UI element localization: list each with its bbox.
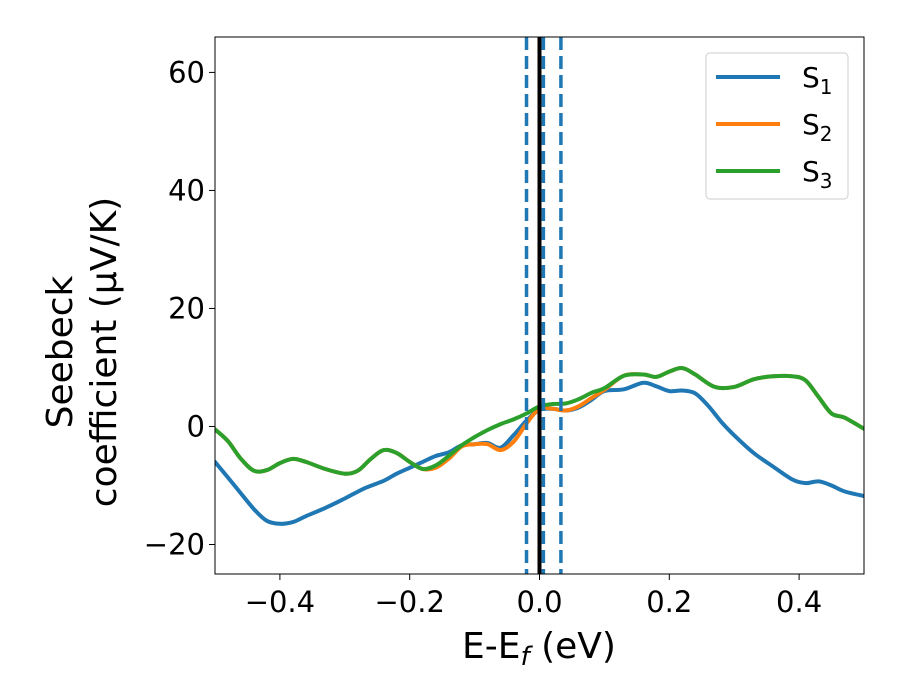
x-axis-ticks: −0.4 −0.2 0.0 0.2 0.4 (245, 574, 822, 619)
x-tick-label: 0.4 (776, 585, 822, 619)
x-tick-label: −0.4 (245, 585, 315, 619)
y-axis-label-line1: Seebeck (40, 275, 81, 428)
y-tick-label: 20 (168, 291, 205, 325)
y-axis-label: Seebeck coefficient (μV/K) (40, 197, 125, 507)
y-tick-label: 0 (187, 409, 205, 443)
y-tick-label: 40 (168, 173, 205, 207)
legend: S1 S2 S3 (705, 52, 849, 200)
legend-label-s2: S2 (802, 108, 833, 146)
y-axis-label-line2: coefficient (μV/K) (84, 197, 125, 507)
legend-label-s1: S1 (802, 61, 833, 99)
x-tick-label: 0.0 (516, 585, 562, 619)
series-line-s3 (215, 366, 864, 476)
vertical-lines-layer (524, 37, 563, 574)
x-tick-label: 0.2 (646, 585, 692, 619)
y-tick-label: 60 (168, 55, 205, 89)
x-axis-label: E-Ef (eV) (462, 626, 616, 672)
legend-label-s3: S3 (802, 155, 833, 193)
x-tick-label: −0.2 (374, 585, 444, 619)
y-axis-ticks: −20 0 20 40 60 (144, 55, 215, 561)
y-tick-label: −20 (144, 527, 205, 561)
